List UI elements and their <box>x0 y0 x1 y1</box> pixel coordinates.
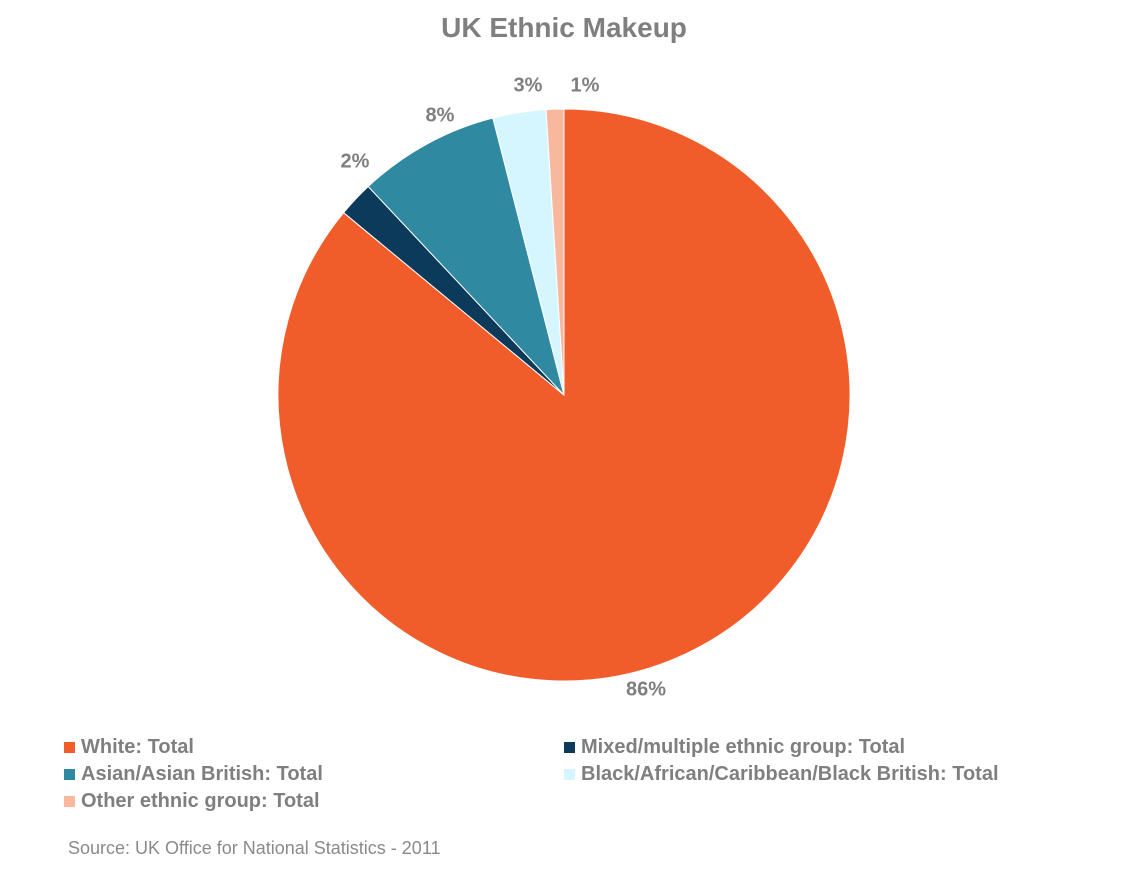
legend-label: Other ethnic group: Total <box>81 790 320 813</box>
slice-value-label: 1% <box>571 75 600 98</box>
legend-label: White: Total <box>81 736 194 759</box>
legend-item: Asian/Asian British: Total <box>64 763 564 786</box>
chart-title: UK Ethnic Makeup <box>0 12 1128 44</box>
legend-swatch <box>64 769 75 780</box>
pie-chart-svg <box>276 107 852 683</box>
slice-value-label: 3% <box>514 75 543 98</box>
chart-legend: White: Total Mixed/multiple ethnic group:… <box>64 736 1064 817</box>
chart-source: Source: UK Office for National Statistic… <box>68 838 441 859</box>
slice-value-label: 86% <box>626 679 666 702</box>
legend-swatch <box>564 769 575 780</box>
legend-item: White: Total <box>64 736 564 759</box>
legend-item: Other ethnic group: Total <box>64 790 564 813</box>
slice-value-label: 8% <box>426 105 455 128</box>
legend-label: Asian/Asian British: Total <box>81 763 323 786</box>
legend-swatch <box>64 796 75 807</box>
pie-chart-area: UK Ethnic Makeup 86% 2% 8% 3% 1% <box>0 0 1128 710</box>
legend-item: Mixed/multiple ethnic group: Total <box>564 736 1064 759</box>
slice-value-label: 2% <box>341 151 370 174</box>
legend-label: Mixed/multiple ethnic group: Total <box>581 736 905 759</box>
legend-label: Black/African/Caribbean/Black British: T… <box>581 763 999 786</box>
legend-swatch <box>64 742 75 753</box>
legend-swatch <box>564 742 575 753</box>
legend-item: Black/African/Caribbean/Black British: T… <box>564 763 1064 786</box>
